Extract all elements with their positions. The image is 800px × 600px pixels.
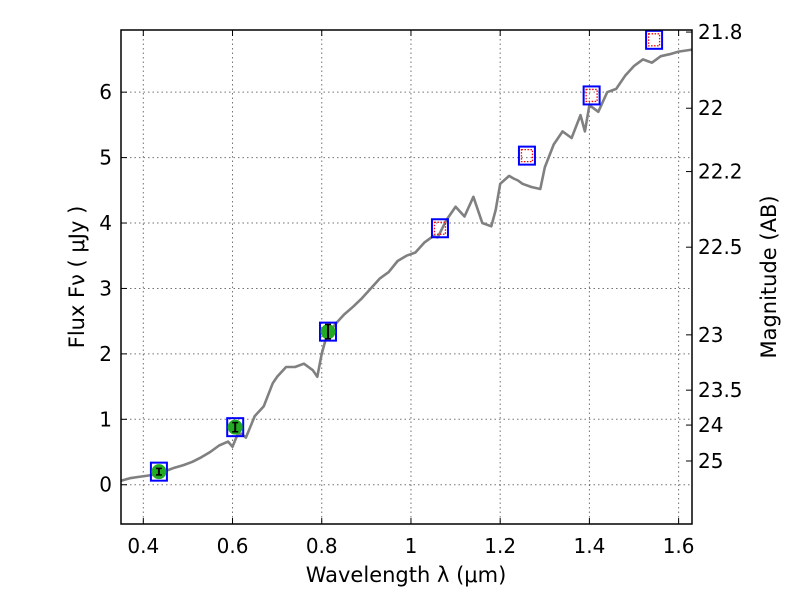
mag-tick-label: 23: [698, 323, 723, 347]
mag-tick-label: 23.5: [698, 378, 743, 402]
x-tick-label: 0.6: [217, 534, 249, 558]
predicted-photometry-square: [520, 148, 534, 163]
x-tick-label: 0.4: [127, 534, 159, 558]
x-axis-label: Wavelength λ (μm): [306, 563, 507, 587]
y-tick-label: 3: [99, 276, 112, 300]
plot-frame: [120, 29, 693, 525]
y-tick-label: 5: [99, 146, 112, 170]
mag-tick-label: 22: [698, 96, 723, 120]
mag-tick-label: 25: [698, 449, 723, 473]
grid: [121, 30, 692, 524]
synthetic-photometry-square: [582, 85, 601, 106]
plot-area: [120, 29, 693, 483]
y-axis-label: Flux Fν ( μJy ): [65, 206, 89, 349]
synthetic-photometry-square: [430, 218, 449, 239]
mag-tick-label: 21.8: [698, 20, 743, 44]
mag-tick-label: 24: [698, 413, 723, 437]
y-tick-label: 0: [99, 473, 112, 497]
x-tick-label: 1.4: [573, 534, 605, 558]
right-axis-label: Magnitude (AB): [757, 195, 781, 358]
x-tick-label: 0.8: [306, 534, 338, 558]
synthetic-photometry-square: [149, 461, 168, 482]
spectrum-line: [120, 48, 693, 483]
synthetic-photometry-square: [318, 321, 337, 342]
synthetic-photometry-square: [645, 29, 664, 50]
predicted-photometry-square: [585, 88, 598, 103]
mag-tick-label: 22.5: [698, 235, 743, 259]
y-tick-label: 6: [99, 80, 112, 104]
predicted-photometry-square: [647, 33, 661, 47]
x-tick-label: 1.6: [663, 534, 695, 558]
axes-ticks: 0.4 0.6 0.8 1 1.2 1.4 1.6012345621.82222.222.5…: [99, 20, 742, 558]
synthetic-photometry-square: [517, 145, 536, 166]
synthetic-photometry-square: [226, 417, 245, 438]
y-tick-label: 4: [99, 211, 112, 235]
x-tick-label: 1: [405, 534, 418, 558]
mag-tick-label: 22.2: [698, 160, 743, 184]
x-tick-label: 1.2: [484, 534, 516, 558]
predicted-photometry-square: [433, 221, 447, 235]
y-tick-label: 2: [99, 342, 112, 366]
y-tick-label: 1: [99, 407, 112, 431]
